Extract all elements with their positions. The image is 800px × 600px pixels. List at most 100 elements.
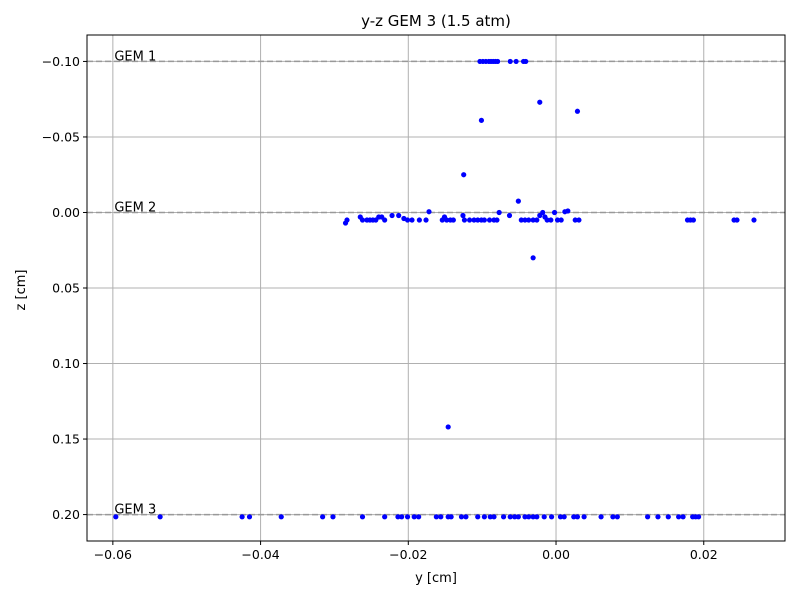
- data-point-112: [557, 514, 564, 520]
- grid-lines: [87, 35, 785, 541]
- data-point-55: [518, 217, 524, 223]
- data-point-59: [534, 217, 540, 223]
- data-point-74: [690, 217, 697, 223]
- data-point-49: [481, 217, 487, 223]
- data-point-33: [404, 217, 411, 223]
- data-point-103: [507, 514, 513, 520]
- data-point-29: [382, 217, 388, 223]
- data-point-121: [655, 514, 661, 520]
- data-point-46: [471, 217, 477, 223]
- data-point-90: [411, 514, 417, 520]
- x-axis-title: y [cm]: [415, 571, 457, 586]
- data-point-17: [530, 255, 536, 261]
- data-point-102: [500, 514, 507, 520]
- data-point-78: [113, 514, 119, 520]
- data-point-36: [423, 217, 429, 223]
- y-tick-label-4: 0.10: [52, 356, 80, 371]
- data-point-11: [523, 58, 529, 65]
- data-point-8: [507, 58, 513, 65]
- data-point-127: [695, 514, 702, 520]
- data-point-88: [399, 514, 405, 520]
- data-point-86: [382, 514, 388, 520]
- data-point-16: [515, 198, 521, 204]
- data-point-65: [551, 209, 558, 216]
- y-axis-ticks: −0.10 −0.05 0.00 0.05 0.10 0.15 0.20: [42, 54, 87, 522]
- x-tick-label-4: 0.02: [690, 547, 718, 562]
- data-point-101: [491, 514, 497, 520]
- data-point-22: [359, 217, 366, 223]
- data-point-105: [515, 514, 521, 520]
- data-point-123: [676, 514, 682, 520]
- data-point-97: [463, 514, 469, 520]
- data-point-119: [614, 514, 620, 520]
- data-points: [113, 58, 757, 520]
- data-point-79: [157, 514, 163, 520]
- data-point-82: [278, 514, 284, 520]
- data-point-18: [445, 424, 451, 430]
- y-axis-title: z [cm]: [14, 270, 29, 311]
- data-point-93: [438, 514, 444, 520]
- data-point-20: [342, 220, 349, 226]
- data-point-66: [554, 217, 561, 223]
- data-point-44: [461, 217, 468, 223]
- data-point-14: [478, 117, 485, 123]
- x-tick-label-3: 0.00: [542, 547, 570, 562]
- data-point-110: [541, 514, 547, 520]
- data-point-87: [395, 514, 401, 520]
- data-point-30: [389, 212, 395, 219]
- data-point-124: [680, 514, 686, 520]
- data-point-98: [475, 514, 481, 520]
- data-point-61: [540, 209, 546, 216]
- y-tick-label-2: 0.00: [52, 205, 80, 220]
- data-point-54: [506, 212, 513, 219]
- data-point-69: [565, 208, 571, 214]
- data-point-117: [598, 514, 604, 520]
- data-point-42: [450, 217, 456, 223]
- x-tick-label-1: −0.04: [241, 547, 279, 562]
- data-point-99: [481, 514, 487, 520]
- data-point-15: [461, 172, 467, 178]
- data-point-115: [574, 514, 581, 520]
- data-point-104: [512, 514, 518, 520]
- data-point-34: [409, 217, 415, 223]
- data-point-91: [416, 514, 422, 520]
- x-tick-label-0: −0.06: [94, 547, 132, 562]
- x-axis-ticks: −0.06 −0.04 −0.02 0.00 0.02: [94, 541, 718, 562]
- data-point-85: [359, 514, 366, 520]
- data-point-111: [548, 514, 555, 520]
- data-point-92: [433, 514, 439, 520]
- data-point-77: [751, 217, 757, 223]
- y-tick-label-0: −0.10: [42, 54, 80, 69]
- data-point-37: [426, 209, 432, 215]
- data-point-76: [734, 217, 740, 223]
- reference-label-1: GEM 2: [114, 200, 156, 215]
- data-point-35: [416, 217, 422, 223]
- data-point-45: [467, 217, 473, 223]
- data-point-114: [571, 514, 577, 520]
- data-point-106: [522, 514, 528, 520]
- data-point-53: [496, 209, 502, 216]
- data-point-63: [544, 217, 550, 223]
- y-tick-label-6: 0.20: [52, 507, 80, 522]
- x-tick-label-2: −0.02: [389, 547, 427, 562]
- data-point-108: [530, 514, 536, 520]
- data-point-47: [475, 217, 481, 223]
- data-point-81: [246, 514, 253, 520]
- data-point-122: [665, 514, 671, 520]
- data-point-118: [610, 514, 616, 520]
- data-point-95: [448, 514, 454, 520]
- y-tick-label-5: 0.15: [52, 432, 80, 447]
- data-point-100: [487, 514, 493, 520]
- data-point-96: [458, 514, 465, 520]
- data-point-7: [495, 58, 501, 65]
- data-point-70: [572, 217, 578, 223]
- reference-label-2: GEM 3: [114, 503, 156, 518]
- data-point-67: [558, 217, 564, 223]
- data-point-56: [522, 217, 528, 223]
- chart-title: y-z GEM 3 (1.5 atm): [361, 12, 511, 30]
- data-point-109: [534, 514, 540, 520]
- y-tick-label-3: 0.05: [52, 281, 80, 296]
- data-point-43: [460, 212, 466, 219]
